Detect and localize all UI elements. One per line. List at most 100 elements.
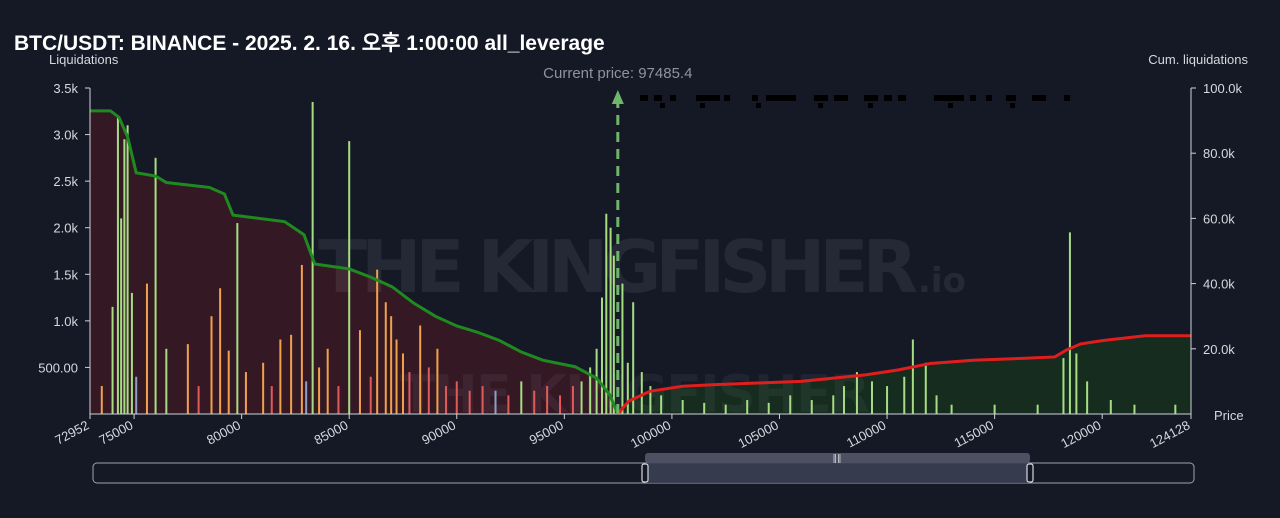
legend-item xyxy=(834,95,848,101)
watermark-suffix: .io xyxy=(918,261,966,301)
liquidation-bar xyxy=(455,381,458,414)
liquidation-bar xyxy=(236,223,239,414)
legend-item xyxy=(934,95,964,101)
liquidation-bar xyxy=(197,386,200,414)
liquidation-bar xyxy=(886,386,889,414)
liquidation-bar xyxy=(436,348,439,414)
liquidation-bar xyxy=(507,395,510,414)
legend-item xyxy=(640,95,648,101)
watermark-text-faint: THE KINGFISHER xyxy=(400,365,870,425)
long-cum-fill xyxy=(90,110,618,414)
y-left-tick-label: 500.00 xyxy=(38,360,78,375)
y-right-tick-label: 80.0k xyxy=(1203,146,1235,161)
liquidation-bar xyxy=(210,316,213,414)
y-left-tick-label: 1.0k xyxy=(53,314,78,329)
liquidation-bar xyxy=(219,288,222,414)
liquidation-bar xyxy=(1068,232,1071,414)
y-left-tick-label: 2.0k xyxy=(53,221,78,236)
current-price-label: Current price: 97485.4 xyxy=(543,65,692,82)
liquidation-bar xyxy=(703,402,706,414)
long-cum-line xyxy=(90,109,620,415)
liquidation-bar xyxy=(262,362,265,414)
liquidation-bar xyxy=(789,395,792,414)
liquidation-bar xyxy=(533,390,536,414)
y-left-tick-label: 3.0k xyxy=(53,128,78,143)
liquidation-bar xyxy=(445,386,448,414)
legend-item xyxy=(868,103,873,108)
y-left-axis-title: Liquidations xyxy=(49,52,119,67)
liquidation-bar xyxy=(318,367,321,414)
liquidation-bar xyxy=(401,353,404,414)
navigator-right-handle[interactable] xyxy=(1026,463,1034,483)
liquidation-bar xyxy=(640,372,643,414)
legend-item xyxy=(696,95,720,101)
liquidation-bar xyxy=(123,139,126,414)
liquidation-bar xyxy=(605,213,608,414)
liquidation-bar xyxy=(911,339,914,414)
liquidation-bar xyxy=(950,404,953,414)
liquidation-bar xyxy=(305,381,308,414)
x-axis-title: Price xyxy=(1214,408,1244,423)
liquidation-bar xyxy=(843,386,846,414)
legend-item xyxy=(1064,95,1070,101)
legend-item xyxy=(818,103,823,108)
navigator-track[interactable] xyxy=(92,462,1195,484)
x-tick-label: 115000 xyxy=(952,417,996,450)
liquidation-bar xyxy=(681,400,684,414)
navigator-left-handle[interactable] xyxy=(641,463,649,483)
cumulative-fill-areas xyxy=(90,110,1191,414)
x-tick-label: 124128 xyxy=(1147,417,1192,451)
legend-item xyxy=(660,103,665,108)
liquidation-bar xyxy=(1133,404,1136,414)
y-left-tick-label: 1.5k xyxy=(53,267,78,282)
liquidation-bar xyxy=(632,302,635,414)
y-right-tick-label: 100.0k xyxy=(1203,81,1243,96)
liquidation-bar xyxy=(609,227,612,414)
legend-item xyxy=(1032,95,1046,101)
liquidation-bar xyxy=(1075,353,1078,414)
legend-item xyxy=(884,95,892,101)
liquidation-bar xyxy=(1109,400,1112,414)
legend-item xyxy=(654,95,662,101)
legend xyxy=(640,95,1070,108)
liquidation-bar xyxy=(244,372,247,414)
navigator-selection[interactable] xyxy=(645,463,1030,483)
liquidation-bar xyxy=(855,372,858,414)
legend-item xyxy=(724,95,730,101)
liquidation-bar xyxy=(660,395,663,414)
y-left-tick-label: 3.5k xyxy=(53,81,78,96)
liquidation-bar xyxy=(100,386,103,414)
legend-item xyxy=(970,95,976,101)
liquidation-bar xyxy=(621,283,624,414)
liquidation-bar xyxy=(130,292,133,414)
legend-item xyxy=(948,103,953,108)
legend-item xyxy=(700,103,705,108)
liquidation-bar xyxy=(376,269,379,414)
liquidation-bar xyxy=(186,344,189,414)
liquidation-bar xyxy=(559,395,562,414)
liquidation-bar xyxy=(290,334,293,414)
liquidation-bar xyxy=(111,306,114,414)
liquidation-bar xyxy=(903,376,906,414)
liquidation-bar xyxy=(427,367,430,414)
legend-item xyxy=(670,95,676,101)
liquidation-bar xyxy=(494,390,497,414)
legend-item xyxy=(1010,103,1015,108)
short-cum-line xyxy=(616,334,1191,415)
range-navigator[interactable]: ‖‖ xyxy=(92,453,1195,484)
navigator-scrollbar[interactable] xyxy=(645,453,1030,463)
y-right-tick-label: 60.0k xyxy=(1203,211,1235,226)
liquidation-bars xyxy=(100,101,1177,414)
liquidation-bar xyxy=(279,339,282,414)
y-right-tick-label: 40.0k xyxy=(1203,277,1235,292)
liquidation-bar xyxy=(580,381,583,414)
legend-item xyxy=(986,95,992,101)
short-cum-fill xyxy=(617,335,1191,414)
y-right-axis-title: Cum. liquidations xyxy=(1148,52,1248,67)
liquidation-bar xyxy=(832,395,835,414)
liquidation-bar xyxy=(408,372,411,414)
legend-item xyxy=(756,103,761,108)
grip-icon[interactable]: ‖‖ xyxy=(833,454,842,464)
liquidation-bar xyxy=(1086,381,1089,414)
